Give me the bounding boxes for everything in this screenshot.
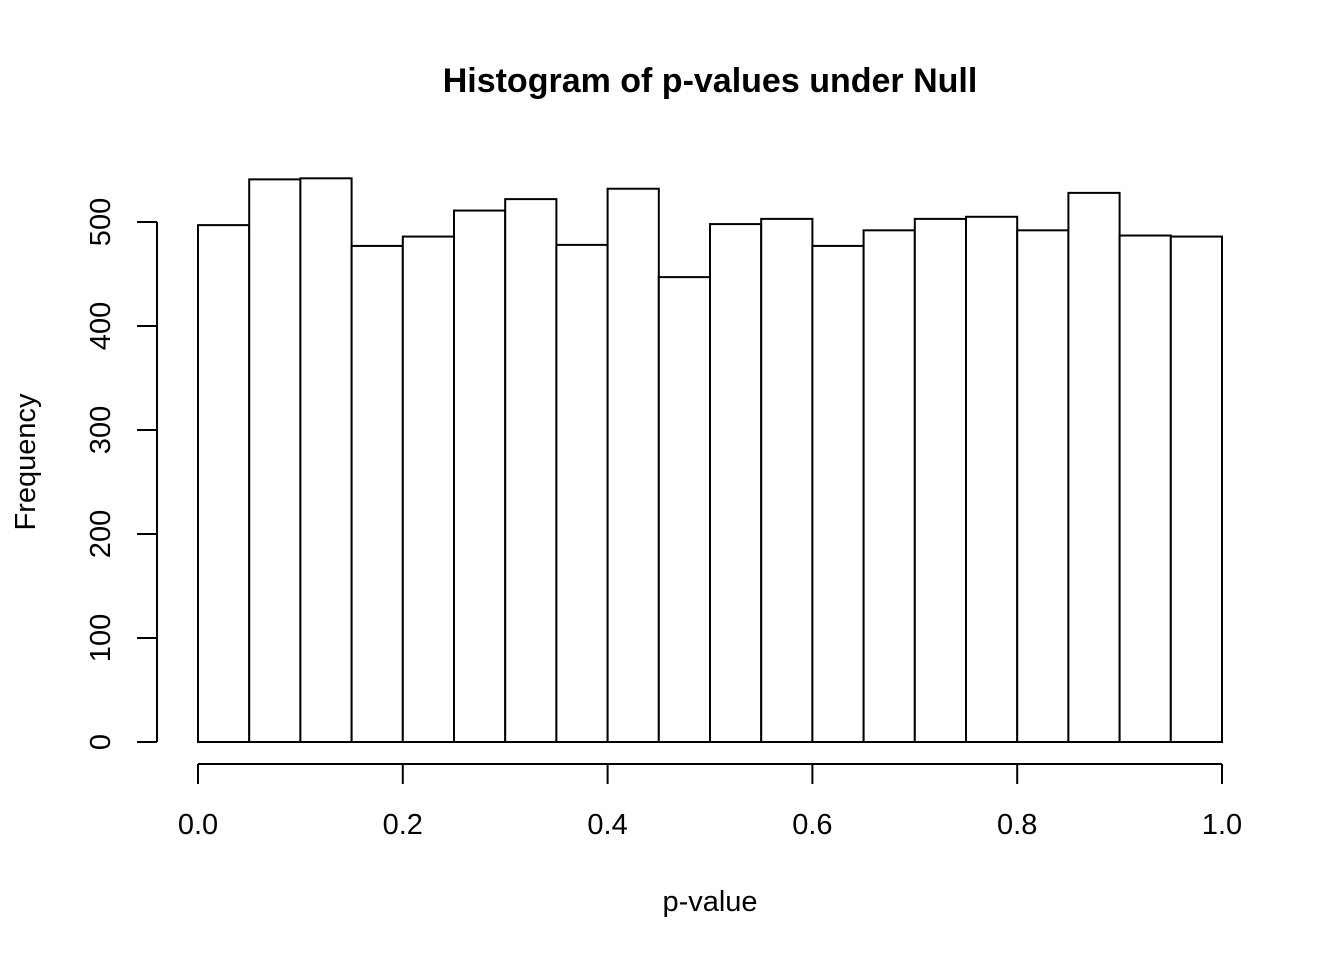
histogram-bar-8 bbox=[555, 243, 609, 743]
histogram-bar-9 bbox=[606, 187, 660, 744]
y-tick-label: 300 bbox=[85, 406, 117, 454]
x-tick-label: 1.0 bbox=[1202, 809, 1242, 841]
histogram-bar-15 bbox=[913, 217, 967, 743]
histogram-bar-1 bbox=[197, 224, 251, 743]
histogram-bar-2 bbox=[248, 178, 302, 744]
histogram-bar-12 bbox=[760, 217, 814, 743]
histogram-bar-19 bbox=[1118, 234, 1172, 744]
histogram-bar-13 bbox=[811, 244, 865, 743]
histogram-bar-18 bbox=[1067, 191, 1121, 743]
histogram-bar-16 bbox=[965, 215, 1019, 744]
bars-group bbox=[197, 177, 1224, 744]
histogram-bar-6 bbox=[453, 209, 507, 743]
x-axis: 0.0 0.2 0.4 0.6 0.8 1.0 bbox=[178, 763, 1242, 841]
x-tick-label: 0.0 bbox=[178, 809, 218, 841]
histogram-bar-20 bbox=[1169, 235, 1224, 743]
histogram-bar-10 bbox=[657, 276, 711, 743]
y-tick-label: 400 bbox=[85, 302, 117, 350]
histogram-bar-5 bbox=[401, 235, 455, 743]
y-axis-label: Frequency bbox=[10, 393, 42, 531]
x-tick-label: 0.8 bbox=[997, 809, 1037, 841]
histogram-bar-14 bbox=[862, 229, 916, 743]
chart-title: Histogram of p-values under Null bbox=[443, 62, 978, 100]
y-tick-label: 0 bbox=[85, 734, 117, 750]
histogram-bar-11 bbox=[709, 223, 763, 743]
x-tick-label: 0.6 bbox=[792, 809, 832, 841]
x-tick-label: 0.2 bbox=[383, 809, 423, 841]
histogram-bar-3 bbox=[299, 177, 353, 743]
x-tick-label: 0.4 bbox=[587, 809, 627, 841]
y-tick-label: 500 bbox=[85, 198, 117, 246]
histogram-bar-7 bbox=[504, 198, 558, 743]
y-tick-label: 200 bbox=[85, 510, 117, 558]
y-tick-label: 100 bbox=[85, 614, 117, 662]
histogram-bar-17 bbox=[1016, 229, 1070, 743]
x-axis-label: p-value bbox=[662, 886, 757, 918]
y-axis: 0 100 200 300 400 500 bbox=[85, 198, 158, 750]
histogram-bar-4 bbox=[350, 244, 404, 743]
